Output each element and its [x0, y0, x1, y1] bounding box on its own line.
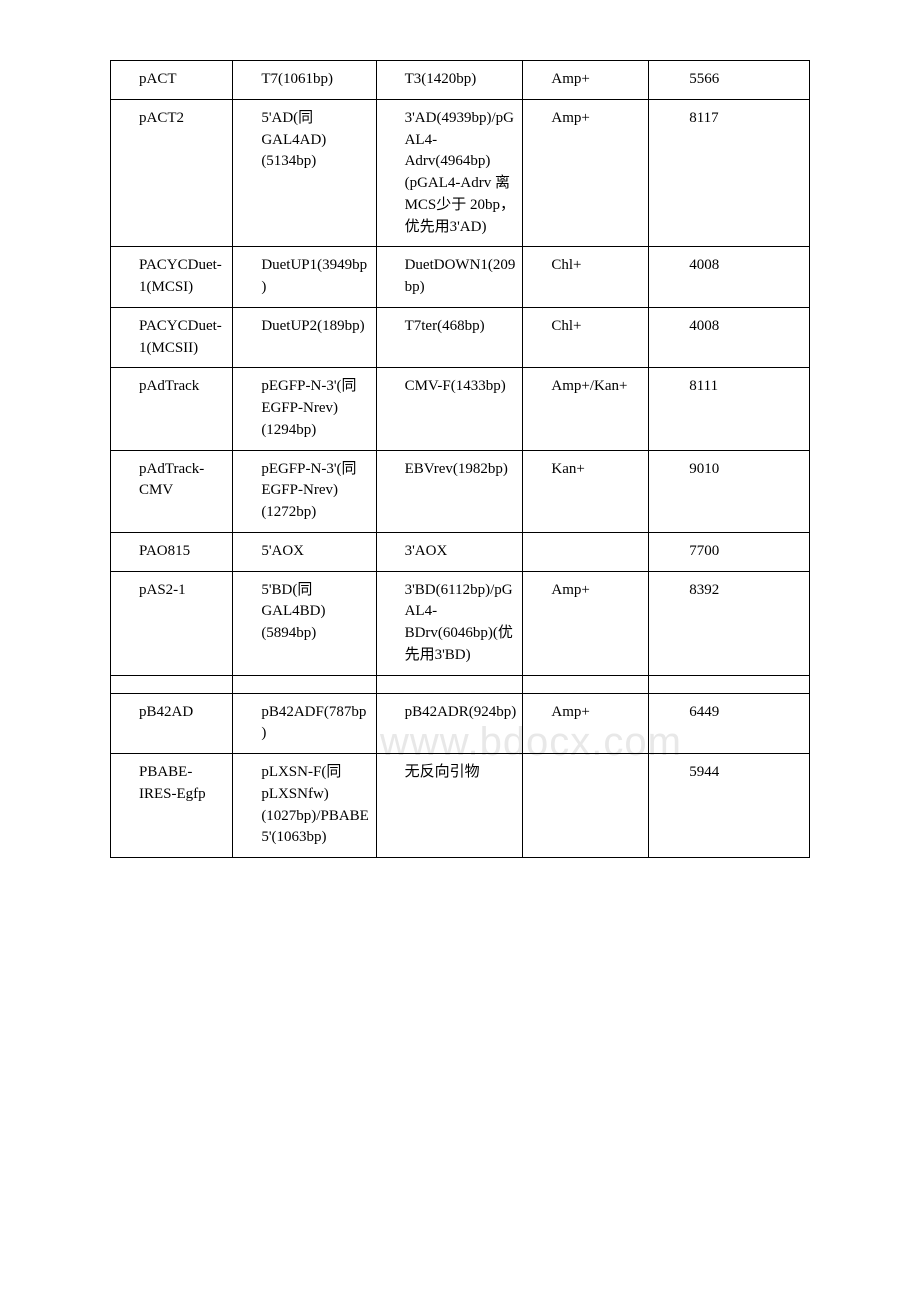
table-cell: 3'AOX — [376, 532, 523, 571]
table-cell: 3'BD(6112bp)/pGAL4-BDrv(6046bp)(优先用3'BD) — [376, 571, 523, 675]
table-cell: pLXSN-F(同pLXSNfw)(1027bp)/PBABE5'(1063bp… — [233, 754, 376, 858]
table-cell: T7(1061bp) — [233, 61, 376, 100]
table-row — [111, 675, 810, 693]
table-cell: PAO815 — [111, 532, 233, 571]
table-cell: Kan+ — [523, 450, 649, 532]
table-row: pACT25'AD(同GAL4AD)(5134bp)3'AD(4939bp)/p… — [111, 99, 810, 247]
table-cell: 5'BD(同GAL4BD)(5894bp) — [233, 571, 376, 675]
table-row: PBABE-IRES-EgfppLXSN-F(同pLXSNfw)(1027bp)… — [111, 754, 810, 858]
table-cell — [523, 754, 649, 858]
empty-cell — [233, 675, 376, 693]
table-row: pAdTrack-CMVpEGFP-N-3'(同EGFP-Nrev)(1272b… — [111, 450, 810, 532]
table-row: pACTT7(1061bp)T3(1420bp)Amp+5566 — [111, 61, 810, 100]
table-cell: pAS2-1 — [111, 571, 233, 675]
table-row: pAS2-15'BD(同GAL4BD)(5894bp)3'BD(6112bp)/… — [111, 571, 810, 675]
table-row: pAdTrackpEGFP-N-3'(同EGFP-Nrev)(1294bp)CM… — [111, 368, 810, 450]
table-cell: Amp+/Kan+ — [523, 368, 649, 450]
table-cell: pB42ADF(787bp) — [233, 693, 376, 754]
table-cell: pACT — [111, 61, 233, 100]
table-body: pACTT7(1061bp)T3(1420bp)Amp+5566pACT25'A… — [111, 61, 810, 858]
table-cell: 5566 — [649, 61, 810, 100]
table-cell: T3(1420bp) — [376, 61, 523, 100]
table-cell: Chl+ — [523, 307, 649, 368]
table-cell: DuetUP1(3949bp) — [233, 247, 376, 308]
table-cell: DuetDOWN1(209bp) — [376, 247, 523, 308]
table-cell: PBABE-IRES-Egfp — [111, 754, 233, 858]
table-row: pB42ADpB42ADF(787bp)pB42ADR(924bp)Amp+64… — [111, 693, 810, 754]
table-cell: pEGFP-N-3'(同EGFP-Nrev)(1272bp) — [233, 450, 376, 532]
empty-cell — [523, 675, 649, 693]
table-cell: pAdTrack — [111, 368, 233, 450]
table-cell: 4008 — [649, 247, 810, 308]
table-cell: pB42ADR(924bp) — [376, 693, 523, 754]
empty-cell — [649, 675, 810, 693]
table-cell: 无反向引物 — [376, 754, 523, 858]
empty-cell — [111, 675, 233, 693]
table-cell: PACYCDuet-1(MCSII) — [111, 307, 233, 368]
table-cell: pACT2 — [111, 99, 233, 247]
table-cell: pAdTrack-CMV — [111, 450, 233, 532]
table-row: PAO8155'AOX3'AOX 7700 — [111, 532, 810, 571]
table-cell: Amp+ — [523, 693, 649, 754]
data-table: pACTT7(1061bp)T3(1420bp)Amp+5566pACT25'A… — [110, 60, 810, 858]
table-cell: DuetUP2(189bp) — [233, 307, 376, 368]
table-cell: 8392 — [649, 571, 810, 675]
table-cell: Amp+ — [523, 99, 649, 247]
table-cell: 8111 — [649, 368, 810, 450]
table-cell: Chl+ — [523, 247, 649, 308]
table-cell: 5944 — [649, 754, 810, 858]
table-cell: 6449 — [649, 693, 810, 754]
table-cell: CMV-F(1433bp) — [376, 368, 523, 450]
table-cell: 8117 — [649, 99, 810, 247]
table-cell: Amp+ — [523, 571, 649, 675]
table-cell: pB42AD — [111, 693, 233, 754]
table-cell: EBVrev(1982bp) — [376, 450, 523, 532]
table-wrapper: www.bdocx.com pACTT7(1061bp)T3(1420bp)Am… — [110, 60, 810, 858]
table-cell: Amp+ — [523, 61, 649, 100]
table-row: PACYCDuet-1(MCSII)DuetUP2(189bp)T7ter(46… — [111, 307, 810, 368]
table-cell: 7700 — [649, 532, 810, 571]
table-cell — [523, 532, 649, 571]
table-cell: 5'AD(同GAL4AD)(5134bp) — [233, 99, 376, 247]
table-cell: 3'AD(4939bp)/pGAL4-Adrv(4964bp)(pGAL4-Ad… — [376, 99, 523, 247]
table-cell: 4008 — [649, 307, 810, 368]
table-cell: pEGFP-N-3'(同EGFP-Nrev)(1294bp) — [233, 368, 376, 450]
table-cell: PACYCDuet-1(MCSI) — [111, 247, 233, 308]
table-cell: T7ter(468bp) — [376, 307, 523, 368]
empty-cell — [376, 675, 523, 693]
table-cell: 5'AOX — [233, 532, 376, 571]
table-cell: 9010 — [649, 450, 810, 532]
table-row: PACYCDuet-1(MCSI)DuetUP1(3949bp)DuetDOWN… — [111, 247, 810, 308]
